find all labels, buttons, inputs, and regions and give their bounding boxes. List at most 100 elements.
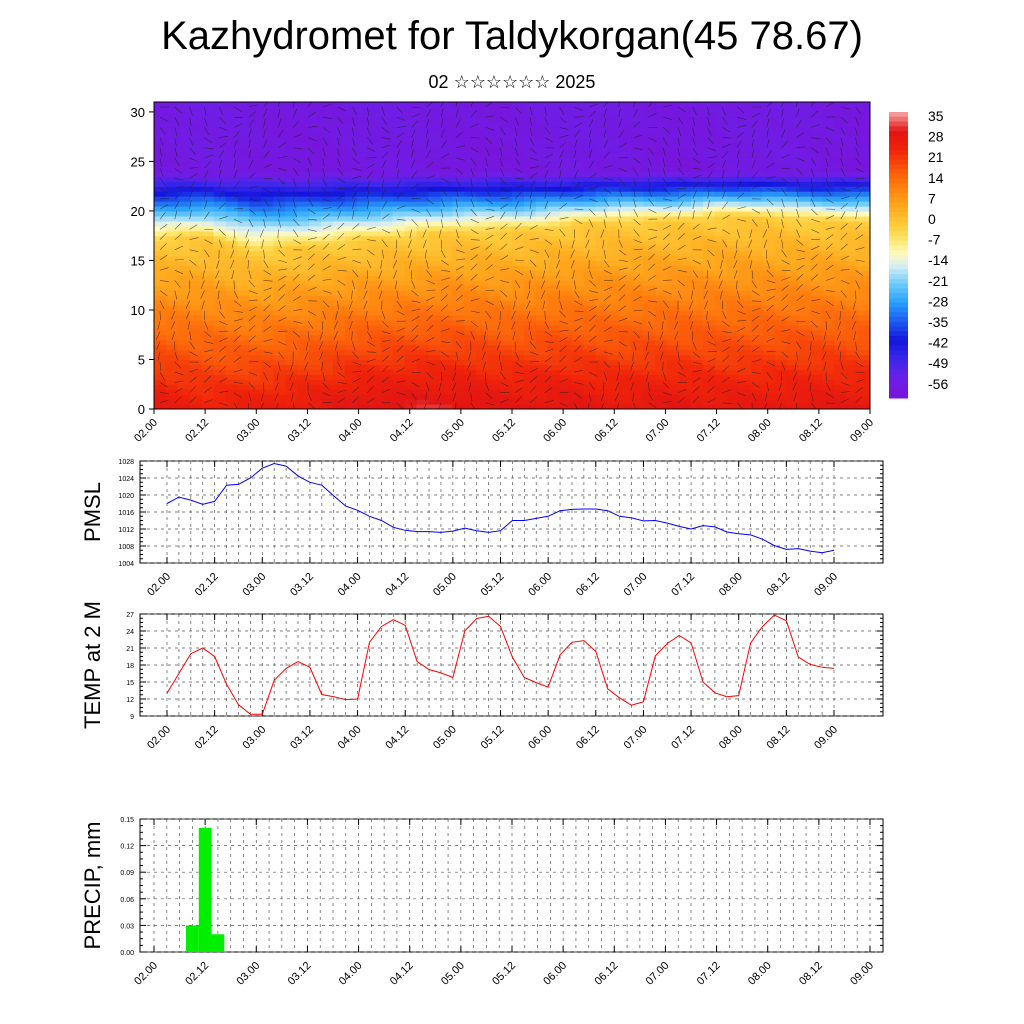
wind-vector [515, 246, 524, 251]
wind-vector [633, 157, 641, 164]
field-cell [297, 245, 310, 252]
field-cell [571, 295, 585, 301]
field-cell [428, 260, 441, 266]
field-cell [512, 215, 525, 222]
field-cell [309, 141, 322, 148]
field-cell [297, 255, 310, 262]
field-cell [368, 151, 382, 158]
wind-vector [411, 290, 419, 297]
field-cell [714, 404, 728, 409]
wind-vector [718, 280, 723, 289]
field-cell [571, 215, 585, 222]
wind-vector [367, 366, 375, 373]
field-cell [297, 384, 310, 390]
wind-vector [500, 300, 504, 310]
field-cell [714, 121, 728, 128]
wind-vector [692, 270, 699, 278]
field-cell [858, 215, 870, 222]
field-cell [643, 260, 656, 266]
field-cell [559, 225, 573, 232]
field-cell [667, 245, 680, 252]
field-cell [762, 285, 776, 291]
field-cell [428, 235, 441, 242]
field-cell [774, 146, 788, 153]
field-cell [154, 240, 167, 247]
wind-vector [426, 270, 433, 278]
wind-vector [529, 331, 533, 341]
field-cell [165, 210, 179, 217]
field-cell [154, 270, 167, 276]
field-cell [464, 102, 477, 108]
field-cell [273, 349, 286, 356]
field-cell [714, 300, 728, 306]
field-cell [547, 116, 561, 123]
wind-vector [781, 178, 790, 184]
field-cell [452, 141, 465, 148]
wind-vector [692, 351, 700, 358]
field-cell [285, 171, 298, 177]
field-cell [237, 260, 251, 266]
field-cell [738, 270, 752, 276]
field-cell [679, 285, 692, 291]
field-cell [535, 186, 549, 192]
field-cell [189, 205, 203, 212]
field-cell [798, 270, 811, 276]
field-cell [297, 314, 310, 321]
field-cell [559, 116, 573, 123]
wind-vector [174, 290, 178, 300]
wind-vector [500, 232, 507, 240]
wind-vector [411, 170, 417, 179]
wind-vector [500, 223, 508, 230]
field-cell [225, 270, 239, 276]
field-cell [344, 220, 358, 227]
field-cell [392, 191, 406, 197]
field-cell [225, 334, 239, 341]
wind-vector [500, 157, 503, 167]
wind-vector [263, 208, 267, 218]
field-cell [547, 181, 561, 187]
field-cell [631, 314, 644, 321]
field-cell [333, 280, 346, 286]
field-cell [655, 399, 668, 405]
field-cell [810, 324, 823, 331]
field-cell [404, 354, 418, 361]
wind-vector [736, 290, 740, 300]
wind-vector [470, 147, 479, 153]
field-cell [392, 215, 406, 222]
field-cell [261, 364, 274, 370]
field-cell [619, 280, 632, 286]
field-cell [225, 166, 239, 172]
wind-vector [278, 219, 282, 228]
field-cell [583, 270, 597, 276]
field-cell [762, 161, 776, 167]
field-cell [368, 374, 382, 380]
field-cell [702, 245, 716, 252]
field-cell [750, 285, 764, 291]
field-cell [512, 389, 525, 395]
wind-vector [603, 128, 607, 138]
field-cell [714, 116, 728, 123]
field-cell [404, 374, 418, 380]
field-cell [583, 329, 597, 336]
field-cell [213, 324, 227, 331]
field-cell [165, 141, 179, 148]
field-cell [189, 111, 203, 118]
field-cell [750, 131, 764, 138]
wind-vector [440, 102, 444, 108]
field-cell [261, 181, 274, 187]
field-cell [834, 379, 847, 385]
field-cell [225, 314, 239, 321]
field-cell [488, 359, 501, 366]
field-cell [309, 300, 322, 306]
field-cell [643, 305, 656, 311]
field-cell [201, 141, 215, 148]
wind-vector [396, 140, 403, 148]
field-cell [392, 369, 406, 375]
wind-vector [248, 280, 256, 288]
field-cell [559, 196, 573, 202]
field-cell [380, 161, 394, 167]
field-cell [583, 404, 597, 409]
field-cell [368, 389, 382, 395]
field-cell [523, 131, 537, 138]
field-cell [523, 295, 537, 301]
